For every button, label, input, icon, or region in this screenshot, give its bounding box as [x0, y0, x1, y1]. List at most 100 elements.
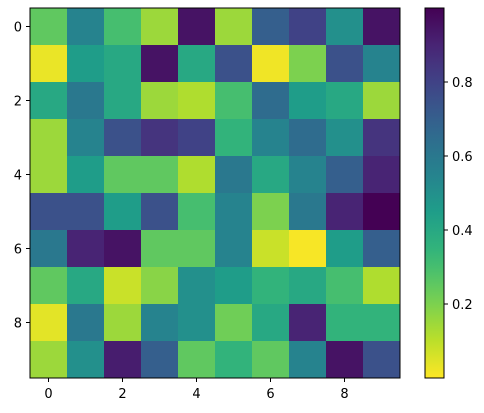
heatmap-cell [104, 267, 142, 305]
heatmap-cell [215, 304, 253, 342]
heatmap-cell [67, 267, 105, 305]
y-tick-label: 8 [14, 317, 22, 332]
heatmap-cell [141, 156, 179, 194]
heatmap-cell [141, 193, 179, 231]
heatmap-cell [178, 156, 216, 194]
colorbar-axis: 0.2 0.4 0.6 0.8 [444, 76, 473, 313]
heatmap-cell [104, 193, 142, 231]
heatmap-cell [178, 8, 216, 46]
heatmap-cell [363, 156, 401, 194]
heatmap-cell [178, 304, 216, 342]
heatmap-cell [363, 304, 401, 342]
heatmap-cell [67, 341, 105, 379]
x-tick-label: 4 [192, 387, 200, 402]
heatmap-cell [215, 156, 253, 194]
y-tick-label: 2 [14, 95, 22, 110]
heatmap-cell [326, 119, 364, 157]
x-tick-label: 2 [118, 387, 126, 402]
heatmap-cell [104, 119, 142, 157]
heatmap-cell [104, 82, 142, 120]
heatmap-cell [289, 193, 327, 231]
heatmap-cell [326, 304, 364, 342]
heatmap-cell [363, 341, 401, 379]
heatmap-cell [289, 304, 327, 342]
heatmap-cell [178, 82, 216, 120]
heatmap-cell [326, 230, 364, 268]
heatmap-cell [178, 267, 216, 305]
heatmap-cell [104, 8, 142, 46]
heatmap-cell [141, 304, 179, 342]
heatmap-cell [289, 230, 327, 268]
heatmap-cell [215, 230, 253, 268]
heatmap-cell [104, 304, 142, 342]
heatmap-cell [178, 119, 216, 157]
heatmap-cell [215, 8, 253, 46]
heatmap-cell [252, 119, 290, 157]
heatmap-cell [252, 341, 290, 379]
heatmap-cell [104, 45, 142, 83]
y-axis: 0 2 4 6 8 [14, 21, 30, 332]
heatmap-cell [178, 341, 216, 379]
heatmap-cell [67, 119, 105, 157]
heatmap-cell [67, 156, 105, 194]
heatmap-cell [326, 193, 364, 231]
heatmap-cell [215, 82, 253, 120]
heatmap-cell [67, 82, 105, 120]
heatmap-cell [141, 82, 179, 120]
heatmap-cell [326, 8, 364, 46]
heatmap-cell [289, 156, 327, 194]
heatmap-cell [215, 341, 253, 379]
heatmap-cell [252, 156, 290, 194]
heatmap-cell [141, 8, 179, 46]
heatmap-cell [141, 230, 179, 268]
heatmap-cell [289, 45, 327, 83]
heatmap-cell [289, 341, 327, 379]
heatmap-cell [363, 8, 401, 46]
heatmap-cell [363, 193, 401, 231]
x-axis: 0 2 4 6 8 [44, 378, 349, 402]
heatmap-cell [326, 45, 364, 83]
x-tick-label: 0 [44, 387, 52, 402]
heatmap-cell [30, 267, 68, 305]
heatmap-cell [104, 341, 142, 379]
heatmap-cell [215, 119, 253, 157]
heatmap-cell [104, 156, 142, 194]
heatmap-cell [252, 8, 290, 46]
heatmap-cell [178, 230, 216, 268]
heatmap-cell [363, 82, 401, 120]
heatmap-cell [30, 304, 68, 342]
heatmap-cell [215, 45, 253, 83]
heatmap-cell [252, 193, 290, 231]
heatmap-cell [326, 156, 364, 194]
y-tick-label: 0 [14, 21, 22, 36]
heatmap-cell [289, 267, 327, 305]
x-tick-label: 8 [340, 387, 348, 402]
heatmap-cell [178, 193, 216, 231]
y-tick-label: 6 [14, 243, 22, 258]
heatmap-cell [104, 230, 142, 268]
colorbar [424, 7, 445, 379]
heatmap-cell [67, 8, 105, 46]
heatmap-cell [363, 267, 401, 305]
heatmap-cell [30, 230, 68, 268]
heatmap-cell [252, 82, 290, 120]
heatmap-cell [363, 45, 401, 83]
colorbar-tick-label: 0.8 [452, 76, 473, 91]
heatmap-cell [67, 193, 105, 231]
heatmap-cell [67, 45, 105, 83]
heatmap-cell [141, 267, 179, 305]
heatmap-cell [252, 230, 290, 268]
heatmap-cell [289, 119, 327, 157]
heatmap-cell [326, 82, 364, 120]
heatmap-cell [252, 45, 290, 83]
heatmap-cell [141, 341, 179, 379]
heatmap-cell [252, 304, 290, 342]
heatmap-cell [363, 119, 401, 157]
heatmap-cells [30, 8, 401, 379]
heatmap-cell [30, 8, 68, 46]
plot-frame [29, 7, 401, 379]
heatmap-cell [141, 119, 179, 157]
colorbar-tick-label: 0.4 [452, 224, 473, 239]
heatmap-cell [178, 45, 216, 83]
